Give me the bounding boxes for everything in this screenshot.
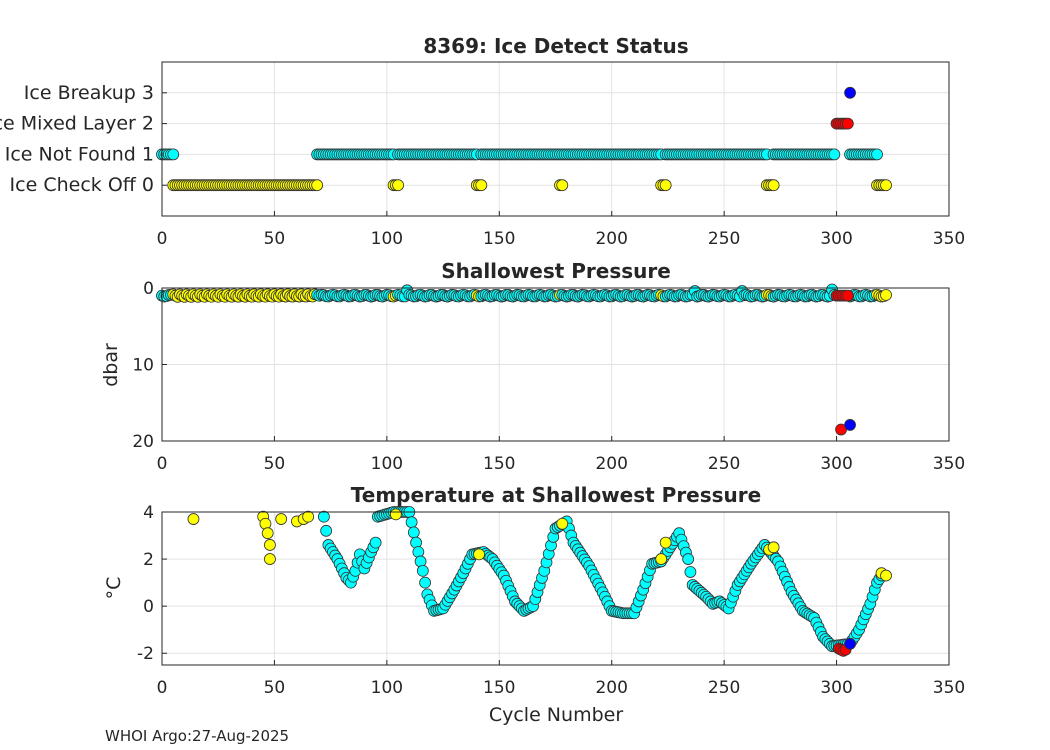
- temperature-point: [880, 569, 892, 582]
- x-tick-label: 50: [264, 678, 286, 698]
- data-points: [187, 506, 892, 657]
- x-tick-label: 300: [820, 454, 852, 474]
- y-tick-label: 0: [143, 279, 154, 299]
- status-point: [844, 86, 856, 99]
- status-point: [167, 148, 180, 161]
- temperature-point: [317, 510, 330, 523]
- status-point: [841, 117, 854, 130]
- y-tick-labels: Ice Check Off 0 Ice Not Found 1 Ice Mixed …: [0, 82, 154, 196]
- chart-title-ice-detect: 8369: Ice Detect Status: [423, 34, 688, 58]
- y-tick-label: 20: [132, 432, 154, 452]
- axes-box: [161, 61, 950, 217]
- temperature-point: [320, 524, 333, 537]
- x-tick-label: 50: [264, 454, 286, 474]
- x-tick-label: 200: [595, 454, 627, 474]
- status-point: [392, 179, 405, 192]
- y-axis-label-dbar: dbar: [100, 343, 122, 387]
- temperature-point: [389, 508, 402, 521]
- axes-box: [161, 287, 950, 442]
- pressure-point: [844, 419, 856, 431]
- x-tick-label: 300: [820, 678, 852, 698]
- temperature-point: [407, 526, 420, 539]
- y-tick-labels: 0 10 20: [132, 279, 154, 452]
- x-tick-label: 350: [933, 454, 965, 474]
- status-point: [828, 148, 841, 161]
- status-point: [659, 179, 672, 192]
- pressure-point: [841, 289, 854, 302]
- temperature-point: [261, 527, 274, 540]
- temperature-point: [416, 564, 429, 577]
- temperature-point: [659, 536, 672, 549]
- ice-detect-status-chart: 8369: Ice Detect Status 0 50 100 150 200 250 3…: [0, 34, 965, 249]
- data-points: [156, 86, 892, 192]
- chart-title-shallowest-pressure: Shallowest Pressure: [441, 259, 671, 283]
- x-tick-label: 0: [157, 454, 168, 474]
- temperature-point: [682, 553, 695, 565]
- y-tick-label: Ice Breakup 3: [24, 82, 154, 104]
- x-tick-label: 50: [264, 229, 286, 249]
- temperature-point: [369, 536, 382, 549]
- y-axis-label-celsius: °C: [103, 577, 125, 600]
- temperature-point: [473, 548, 485, 561]
- status-point: [880, 179, 892, 192]
- x-tick-label: 100: [371, 678, 403, 698]
- x-tick-label: 250: [708, 454, 740, 474]
- status-point: [871, 148, 883, 161]
- x-tick-label: 350: [933, 678, 965, 698]
- axes-box: [161, 511, 950, 666]
- temperature-point: [302, 510, 315, 523]
- x-tick-labels: 0 50 100 150 200 250 300 350: [157, 454, 966, 474]
- temperature-point: [405, 516, 418, 529]
- temperature-point: [767, 541, 780, 554]
- x-tick-label: 300: [820, 229, 852, 249]
- x-tick-label: 250: [708, 678, 740, 698]
- x-tick-labels: 0 50 100 150 200 250 300 350: [157, 678, 966, 698]
- status-point: [311, 179, 324, 192]
- y-tick-label: 4: [143, 503, 154, 523]
- x-tick-label: 150: [483, 229, 515, 249]
- x-tick-label: 0: [157, 678, 168, 698]
- temperature-point: [275, 513, 288, 525]
- chart-title-temperature: Temperature at Shallowest Pressure: [351, 483, 761, 507]
- x-tick-label: 350: [933, 229, 965, 249]
- shallowest-pressure-chart: Shallowest Pressure dbar 0 50 100 150 200 250…: [100, 259, 965, 474]
- temperature-point: [556, 517, 569, 530]
- temperature-point: [187, 513, 200, 525]
- x-tick-label: 100: [371, 229, 403, 249]
- x-tick-label: 200: [595, 678, 627, 698]
- y-tick-label: 2: [143, 550, 154, 570]
- temperature-point: [264, 539, 276, 551]
- temperature-point: [419, 576, 431, 589]
- temperature-point: [684, 566, 697, 578]
- y-tick-label: 10: [132, 356, 154, 376]
- x-tick-label: 250: [708, 229, 740, 249]
- y-tick-label: Ice Not Found 1: [5, 143, 154, 165]
- x-tick-label: 100: [371, 454, 403, 474]
- temperature-point: [655, 553, 668, 565]
- footer-credit: WHOI Argo:27-Aug-2025: [105, 727, 289, 745]
- x-tick-label: 0: [157, 229, 168, 249]
- data-points: [156, 283, 892, 436]
- x-tick-label: 150: [483, 678, 515, 698]
- status-point: [556, 179, 569, 192]
- y-tick-label: Ice Check Off 0: [10, 174, 154, 196]
- x-tick-label: 200: [595, 229, 627, 249]
- y-tick-label: -2: [137, 644, 154, 664]
- status-point: [475, 179, 488, 192]
- y-tick-label: 0: [143, 597, 154, 617]
- temperature-point: [264, 553, 276, 565]
- y-tick-label: Ice Mixed Layer 2: [0, 113, 154, 135]
- temperature-chart: Temperature at Shallowest Pressure °C 0 5…: [103, 483, 965, 698]
- x-tick-label: 150: [483, 454, 515, 474]
- status-point: [767, 179, 780, 192]
- y-tick-labels: -2 0 2 4: [137, 503, 154, 664]
- x-axis-label-cycle-number: Cycle Number: [489, 704, 623, 726]
- pressure-point: [880, 289, 892, 301]
- x-tick-labels: 0 50 100 150 200 250 300 350: [157, 229, 966, 249]
- temperature-point: [844, 637, 856, 650]
